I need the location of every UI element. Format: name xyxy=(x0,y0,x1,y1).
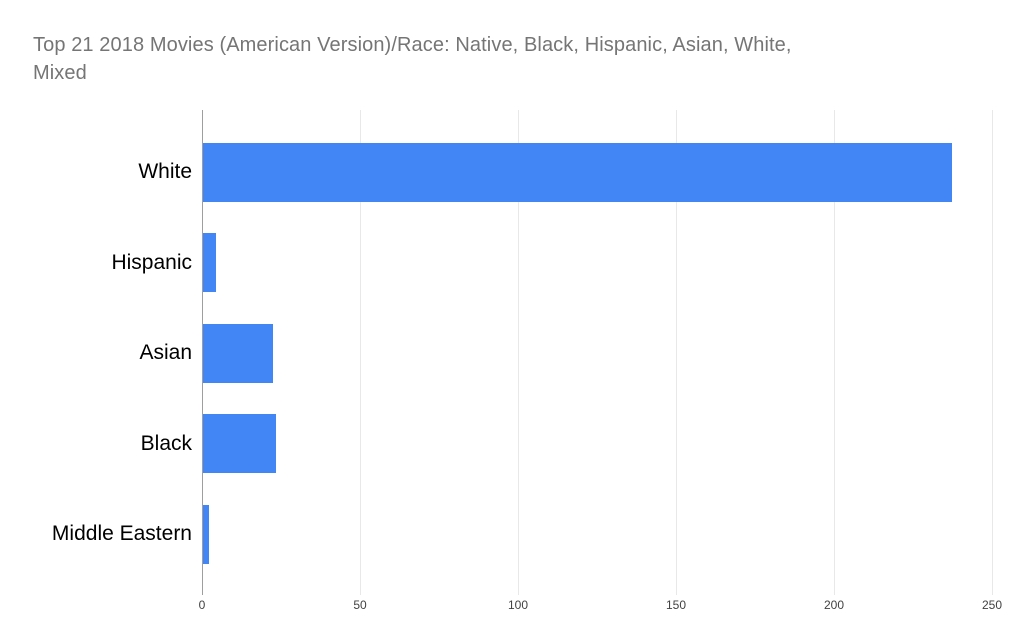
gridline xyxy=(676,110,677,595)
x-tick-label: 250 xyxy=(981,598,1003,612)
gridline xyxy=(518,110,519,595)
bar-hispanic[interactable] xyxy=(203,233,216,292)
category-label: Middle Eastern xyxy=(51,522,192,545)
x-tick-label: 100 xyxy=(507,598,529,612)
chart-title-line2: Mixed xyxy=(33,62,87,84)
gridline xyxy=(992,110,993,595)
x-tick-label: 0 xyxy=(198,598,206,612)
x-tick-label: 50 xyxy=(353,598,367,612)
y-axis-line xyxy=(202,110,203,595)
bar-asian[interactable] xyxy=(203,323,273,383)
category-label: Hispanic xyxy=(111,250,192,274)
category-label: White xyxy=(138,160,192,183)
chart-title-line1: Top 21 2018 Movies (American Version)/Ra… xyxy=(33,34,792,56)
category-label: Black xyxy=(140,431,192,455)
bar-black[interactable] xyxy=(203,414,276,473)
x-tick-label: 150 xyxy=(665,598,687,612)
x-tick-label: 200 xyxy=(823,598,845,612)
chart-title: Top 21 2018 Movies (American Version)/Ra… xyxy=(33,31,792,87)
gridline xyxy=(834,110,835,595)
gridline xyxy=(360,110,361,595)
bar-middle-eastern[interactable] xyxy=(203,504,210,564)
bar-white[interactable] xyxy=(203,142,952,202)
category-label: Asian xyxy=(139,341,192,364)
